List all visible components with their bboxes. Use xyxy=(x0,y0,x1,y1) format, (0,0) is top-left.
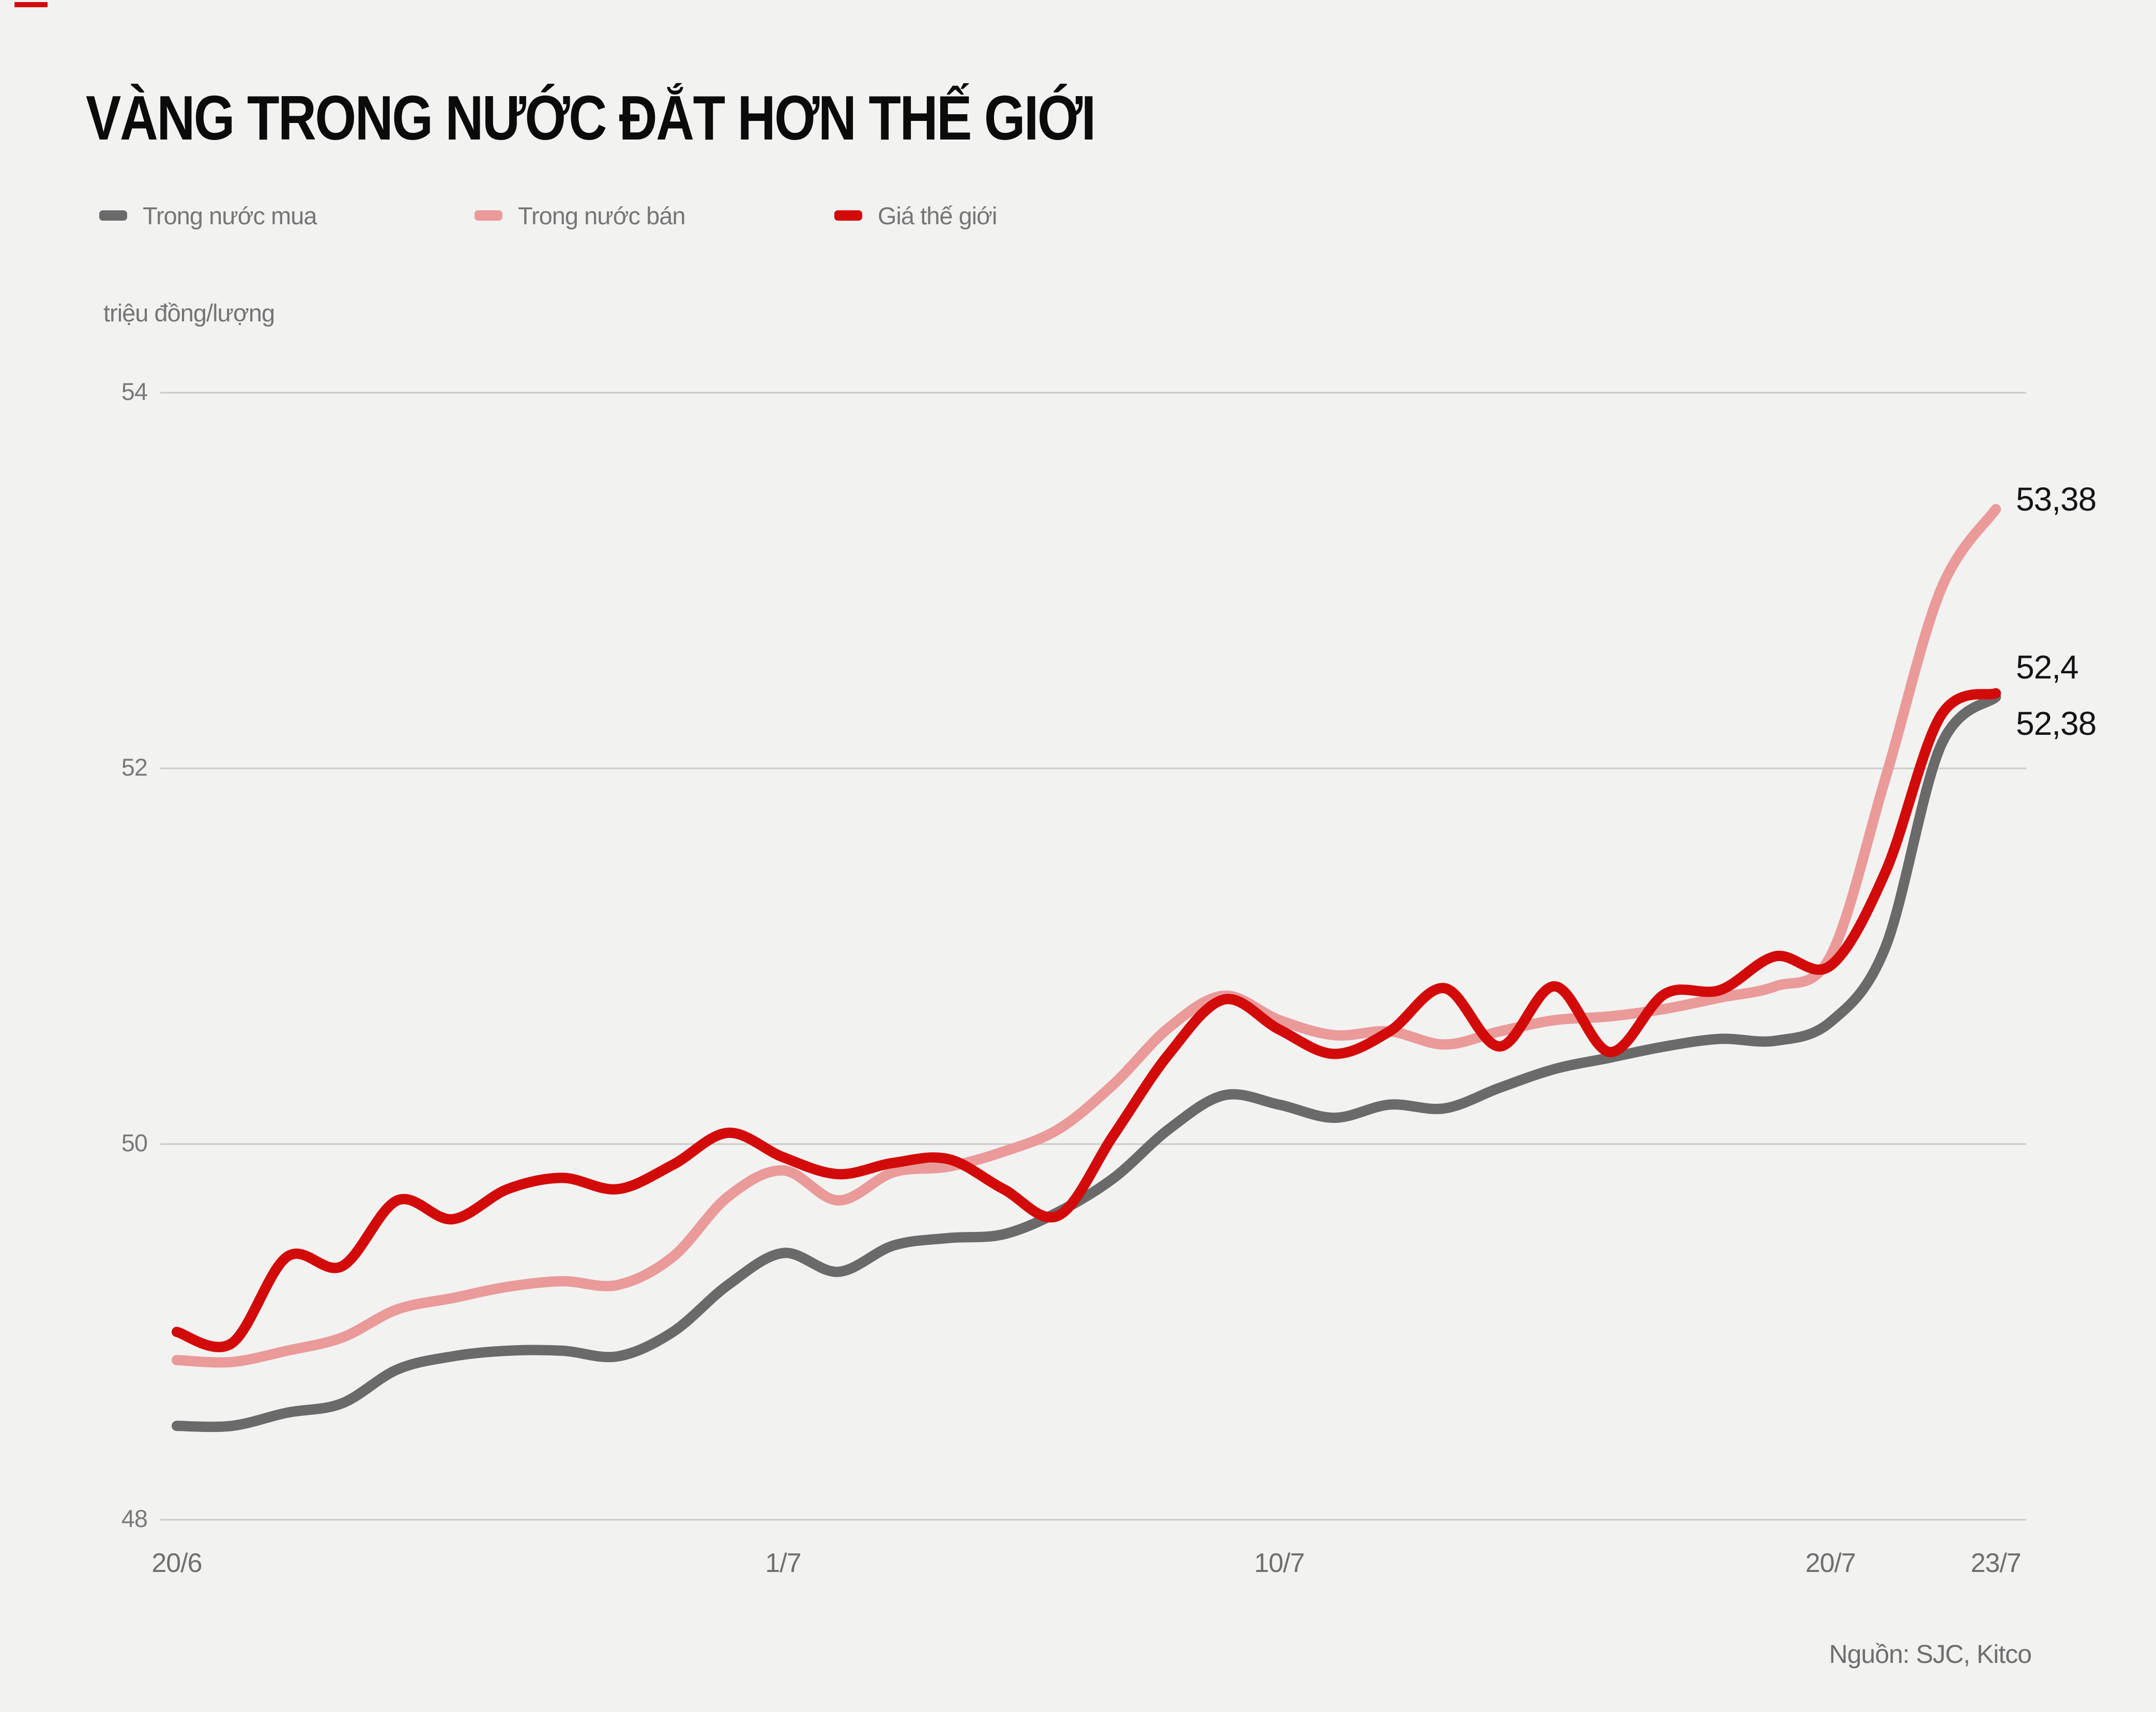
source-credit: Nguồn: SJC, Kitco xyxy=(1829,1640,2032,1669)
series-line-trong-nước-bán xyxy=(172,504,2001,1368)
legend-item-trong-nước-bán: Trong nước bán xyxy=(475,202,685,229)
page-title: VÀNG TRONG NƯỚC ĐẮT HƠN THẾ GIỚI xyxy=(86,82,1287,154)
end-value-label-trong-nước-mua: 52,38 xyxy=(2016,704,2097,742)
legend-swatch-icon xyxy=(475,210,502,221)
x-axis-tick-20-6: 20/6 xyxy=(151,1548,202,1578)
x-axis-tick-23-7: 23/7 xyxy=(1970,1548,2022,1578)
y-axis-tick-50: 50 xyxy=(121,1129,148,1156)
legend-item-giá-thế-giới: Giá thế giới xyxy=(834,202,997,229)
x-axis-tick-1-7: 1/7 xyxy=(765,1548,801,1578)
y-axis-tick-48: 48 xyxy=(121,1505,148,1532)
brand-red-dash xyxy=(14,2,48,7)
legend-item-trong-nước-mua: Trong nước mua xyxy=(99,202,317,229)
legend-swatch-icon xyxy=(834,210,862,221)
legend-swatch-icon xyxy=(99,210,127,221)
legend-label: Trong nước bán xyxy=(518,202,685,229)
y-axis-unit-label: triệu đồng/lượng xyxy=(103,299,275,327)
y-axis-tick-54: 54 xyxy=(121,378,148,405)
end-value-label-giá-thế-giới: 52,4 xyxy=(2016,648,2079,686)
legend-label: Giá thế giới xyxy=(878,202,997,229)
series-line-trong-nước-mua xyxy=(172,691,2001,1432)
legend-label: Trong nước mua xyxy=(143,202,317,229)
x-axis-tick-20-7: 20/7 xyxy=(1805,1548,1856,1578)
y-axis-tick-52: 52 xyxy=(121,753,148,781)
end-value-label-trong-nước-bán: 53,38 xyxy=(2016,481,2097,518)
x-axis-tick-10-7: 10/7 xyxy=(1254,1548,1305,1578)
series-line-giá-thế-giới xyxy=(172,688,2001,1352)
page-title-text: VÀNG TRONG NƯỚC ĐẮT HƠN THẾ GIỚI xyxy=(86,83,1096,153)
